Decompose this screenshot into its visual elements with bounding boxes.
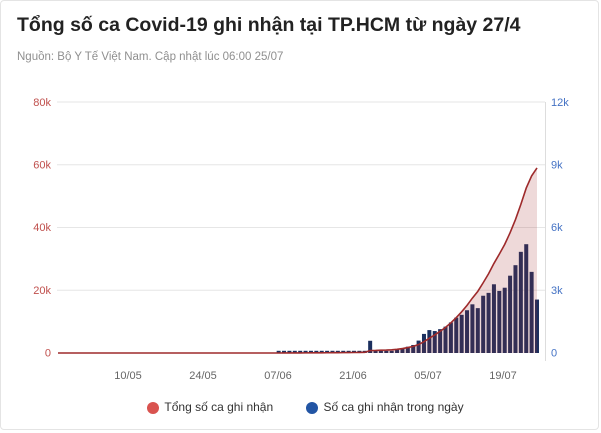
svg-text:21/06: 21/06	[339, 370, 367, 382]
svg-text:0: 0	[551, 348, 557, 360]
svg-text:9k: 9k	[551, 160, 563, 172]
svg-text:24/05: 24/05	[189, 370, 217, 382]
svg-text:05/07: 05/07	[414, 370, 442, 382]
svg-text:6k: 6k	[551, 222, 563, 234]
svg-text:60k: 60k	[33, 160, 51, 172]
svg-text:0: 0	[45, 348, 51, 360]
svg-text:40k: 40k	[33, 222, 51, 234]
svg-text:12k: 12k	[551, 97, 569, 109]
svg-text:3k: 3k	[551, 285, 563, 297]
svg-text:07/06: 07/06	[264, 370, 292, 382]
svg-text:20k: 20k	[33, 285, 51, 297]
svg-text:19/07: 19/07	[489, 370, 517, 382]
svg-text:80k: 80k	[33, 97, 51, 109]
svg-text:10/05: 10/05	[114, 370, 142, 382]
